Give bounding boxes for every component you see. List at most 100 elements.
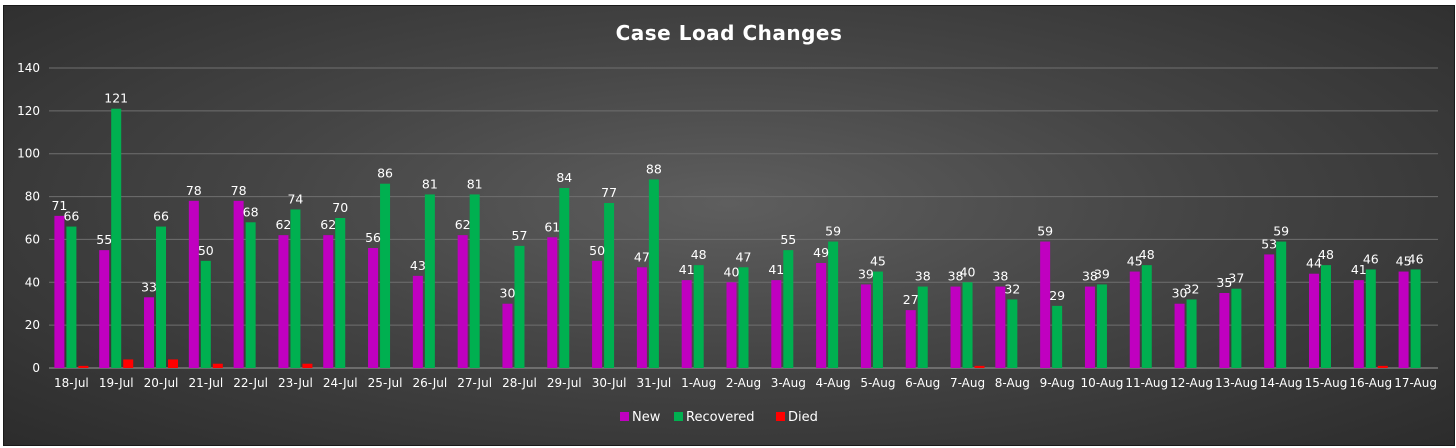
x-tick-label: 29-Jul [547,376,582,390]
bar-new [1308,273,1319,368]
bar-new [995,286,1006,368]
x-tick-label: 8-Aug [995,376,1030,390]
bar-new [950,286,961,368]
bar-new [905,310,916,368]
bar-new [1353,280,1364,368]
bar-recovered [200,260,211,368]
bar-new [1040,241,1051,368]
x-axis-ticks: 18-Jul 19-Jul 20-Jul 21-Jul 22-Jul 23-Jul 24-J… [54,376,1437,390]
bar-new [547,237,558,368]
legend-swatch-recovered [674,412,683,421]
x-tick-label: 15-Aug [1305,376,1348,390]
data-label-recovered: 32 [1184,281,1200,296]
bar-recovered [648,179,659,368]
data-label-new: 33 [141,279,157,294]
bar-new [233,200,244,368]
bars [54,108,1421,368]
bar-new [502,303,513,368]
data-label-recovered: 81 [422,176,438,191]
data-label-new: 71 [51,198,67,213]
x-tick-label: 10-Aug [1081,376,1124,390]
x-tick-label: 22-Jul [233,376,268,390]
x-tick-label: 26-Jul [412,376,447,390]
x-tick-label: 4-Aug [816,376,851,390]
bar-new [412,275,423,368]
bar-new [1084,286,1095,368]
data-label-recovered: 48 [1318,247,1334,262]
x-tick-label: 9-Aug [1040,376,1075,390]
data-label-new: 40 [724,264,740,279]
data-label-recovered: 47 [736,249,752,264]
bar-recovered [559,188,570,368]
data-label-new: 56 [365,230,381,245]
data-label-recovered: 70 [332,200,348,215]
data-label-recovered: 45 [870,254,886,269]
bar-recovered [1365,269,1376,368]
data-label-recovered: 39 [1094,266,1110,281]
x-tick-label: 2-Aug [726,376,761,390]
data-label-recovered: 66 [153,209,169,224]
bar-recovered [1186,299,1197,368]
bar-recovered [424,194,435,368]
bar-died [212,363,223,368]
bar-recovered [111,108,122,368]
data-label-new: 39 [858,266,874,281]
bar-recovered [1320,265,1331,368]
y-tick-label: 140 [17,61,40,75]
y-tick-label: 80 [25,190,40,204]
x-tick-label: 30-Jul [592,376,627,390]
bar-new [592,260,603,368]
data-label-recovered: 66 [63,209,79,224]
x-tick-label: 27-Jul [457,376,492,390]
bar-recovered [604,203,615,368]
bar-new [188,200,199,368]
data-label-new: 78 [231,183,247,198]
data-label-recovered: 86 [377,166,393,181]
data-label-recovered: 46 [1408,251,1424,266]
data-label-new: 47 [634,249,650,264]
x-tick-label: 13-Aug [1215,376,1258,390]
data-label-recovered: 50 [198,243,214,258]
data-label-recovered: 57 [512,228,528,243]
bar-recovered [335,218,346,368]
data-label-recovered: 88 [646,161,662,176]
data-label-new: 62 [455,217,471,232]
data-label-new: 55 [96,232,112,247]
data-label-new: 45 [1396,254,1412,269]
data-label-recovered: 48 [1139,247,1155,262]
data-label-recovered: 74 [287,191,303,206]
data-label-new: 38 [992,269,1008,284]
bar-recovered [514,245,525,368]
bar-recovered [962,282,973,368]
legend-swatch-new [620,412,629,421]
bar-new [1129,271,1140,368]
y-tick-label: 120 [17,104,40,118]
bar-new [99,250,110,368]
y-tick-label: 60 [25,232,40,246]
data-label-recovered: 81 [467,176,483,191]
bar-recovered [290,209,301,368]
data-label-recovered: 59 [1273,224,1289,239]
data-label-new: 62 [275,217,291,232]
data-label-new: 61 [544,219,560,234]
bar-died [78,365,89,368]
bar-recovered [1096,284,1107,368]
data-label-new: 59 [1037,224,1053,239]
bar-new [1398,271,1409,368]
bar-recovered [783,250,794,368]
data-label-recovered: 40 [960,264,976,279]
legend-label-died: Died [788,410,818,425]
data-label-new: 78 [186,183,202,198]
y-tick-label: 0 [32,361,40,375]
data-label-new: 38 [948,269,964,284]
bar-recovered [1410,269,1421,368]
x-tick-label: 19-Jul [99,376,134,390]
x-tick-label: 18-Jul [54,376,89,390]
x-tick-label: 20-Jul [144,376,179,390]
x-tick-label: 12-Aug [1170,376,1213,390]
data-label-new: 49 [813,245,829,260]
data-label-recovered: 84 [556,170,572,185]
bar-new [1264,254,1275,368]
chart-title: Case Load Changes [616,21,843,45]
bar-recovered [828,241,839,368]
